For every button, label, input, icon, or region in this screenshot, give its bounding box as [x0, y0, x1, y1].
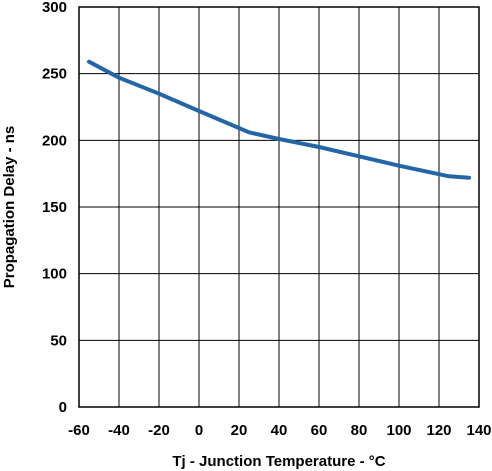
x-axis-title: Tj - Junction Temperature - °C — [172, 453, 385, 470]
plot-frame — [78, 6, 480, 408]
x-axis-ticks: -60 -40 -20 0 20 40 60 80 100 120 140 — [68, 422, 491, 439]
x-tick-label: 20 — [231, 422, 248, 439]
x-tick-label: -20 — [148, 422, 170, 439]
x-tick-label: 0 — [195, 422, 203, 439]
x-tick-label: -40 — [108, 422, 130, 439]
x-tick-label: -60 — [68, 422, 90, 439]
y-tick-label: 300 — [42, 0, 67, 16]
y-tick-label: 0 — [59, 399, 67, 416]
y-tick-label: 50 — [50, 332, 67, 349]
series-layer — [87, 59, 471, 180]
chart-grid — [78, 6, 480, 408]
y-axis-title: Propagation Delay - ns — [1, 126, 18, 289]
y-tick-label: 200 — [42, 132, 67, 149]
x-tick-label: 120 — [426, 422, 451, 439]
x-tick-label: 140 — [466, 422, 491, 439]
y-tick-label: 250 — [42, 66, 67, 83]
y-tick-label: 150 — [42, 199, 67, 216]
series-line — [87, 59, 471, 180]
x-tick-label: 40 — [271, 422, 288, 439]
y-tick-label: 100 — [42, 266, 67, 283]
x-tick-label: 80 — [351, 422, 368, 439]
x-tick-label: 100 — [386, 422, 411, 439]
y-axis-ticks: 0 50 100 150 200 250 300 — [42, 0, 67, 416]
x-tick-label: 60 — [311, 422, 328, 439]
